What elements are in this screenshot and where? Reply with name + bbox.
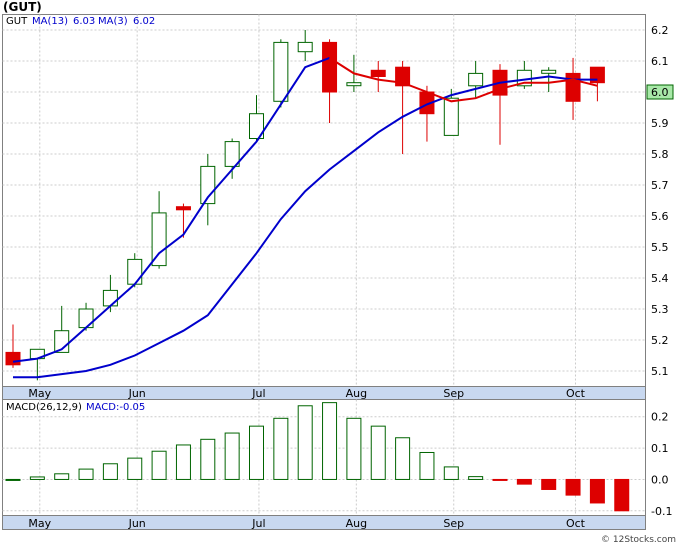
candle-body [78,308,94,329]
macd-bar [224,432,240,480]
macd-bar [273,417,289,480]
candle-body [224,141,240,167]
candle-body [565,72,581,102]
macd-x-axis-band [2,515,646,530]
ma13-legend-value: 6.03 [73,16,95,27]
last-price-tag [646,84,674,100]
macd-bar [419,451,435,480]
macd-y-tick-label: 0.2 [651,411,669,424]
candle-body [249,113,264,139]
macd-legend-value: MACD:-0.05 [86,402,145,413]
macd-bar [614,478,630,512]
price-x-tick-label: Aug [346,387,367,400]
ma3-legend-value: 6.02 [133,16,155,27]
macd-bar [468,476,484,480]
macd-bar [54,473,70,480]
macd-bar [443,466,459,480]
price-y-tick-label: 5.9 [651,117,669,130]
macd-bar [175,444,191,480]
macd-bar [492,478,508,481]
macd-bar [151,450,167,480]
candle-body [443,97,459,136]
candle-body [322,41,338,93]
macd-bar [297,405,313,480]
price-y-tick-label: 5.5 [651,241,669,254]
macd-bar [249,425,264,480]
macd-bar [589,478,605,504]
price-y-tick-label: 5.6 [651,210,669,223]
price-x-tick-label: May [28,387,51,400]
candle-body [395,66,411,87]
price-panel [2,14,646,387]
last-price-label: 6.0 [651,86,669,99]
ma3-line-falling [329,57,598,103]
candle-body [541,69,557,74]
ma3-line-rising [12,56,330,363]
macd-bar [200,438,216,480]
candle-body [346,82,362,87]
candle-body [273,41,289,102]
macd-y-tick-label: 0.1 [651,442,669,455]
macd-y-tick-label: 0.0 [651,473,669,486]
price-x-tick-label: Jun [128,387,146,400]
macd-x-tick-label: Jul [251,517,265,530]
macd-bar [565,478,581,496]
candle-body [370,69,386,78]
price-legend-symbol: GUT [6,16,28,27]
macd-bar [346,417,362,480]
candle-body [127,258,143,285]
macd-legend-label: MACD(26,12,9) [6,402,82,413]
price-y-tick-label: 5.4 [651,272,669,285]
macd-x-tick-label: Oct [566,517,586,530]
price-y-tick-label: 5.7 [651,179,669,192]
price-y-tick-label: 5.8 [651,148,669,161]
price-y-tick-label: 6.2 [651,24,669,37]
price-x-axis-band [2,386,646,400]
candle-body [102,289,118,307]
price-y-tick-label: 5.3 [651,303,669,316]
candle-body [151,212,167,267]
ma3-legend-label: MA(3) [98,16,128,27]
ma13-legend-label: MA(13) [32,16,68,27]
macd-bar [5,478,21,481]
price-x-tick-label: Jul [251,387,265,400]
candle-body [175,206,191,211]
price-y-tick-label: 5.1 [651,365,669,378]
macd-bar [127,457,143,480]
candle-body [468,72,484,87]
macd-bar [395,437,411,480]
price-x-tick-label: Sep [443,387,464,400]
macd-x-tick-label: Aug [346,517,367,530]
macd-y-tick-label: -0.1 [651,505,672,518]
candle-body [297,41,313,53]
ma13-line [13,75,598,379]
macd-bar [516,478,532,485]
price-y-tick-label: 6.1 [651,55,669,68]
macd-bar [541,478,557,490]
macd-x-tick-label: May [28,517,51,530]
price-y-tick-label: 5.2 [651,334,669,347]
macd-bar [78,468,94,480]
ticker-symbol: (GUT) [3,0,42,14]
macd-bar [102,463,118,480]
macd-bar [322,402,338,480]
candle-body [5,351,21,366]
price-x-tick-label: Oct [566,387,586,400]
macd-x-tick-label: Jun [128,517,146,530]
macd-x-tick-label: Sep [443,517,464,530]
macd-bar [370,425,386,480]
macd-bar [29,476,45,480]
watermark: © 12Stocks.com [601,535,676,545]
